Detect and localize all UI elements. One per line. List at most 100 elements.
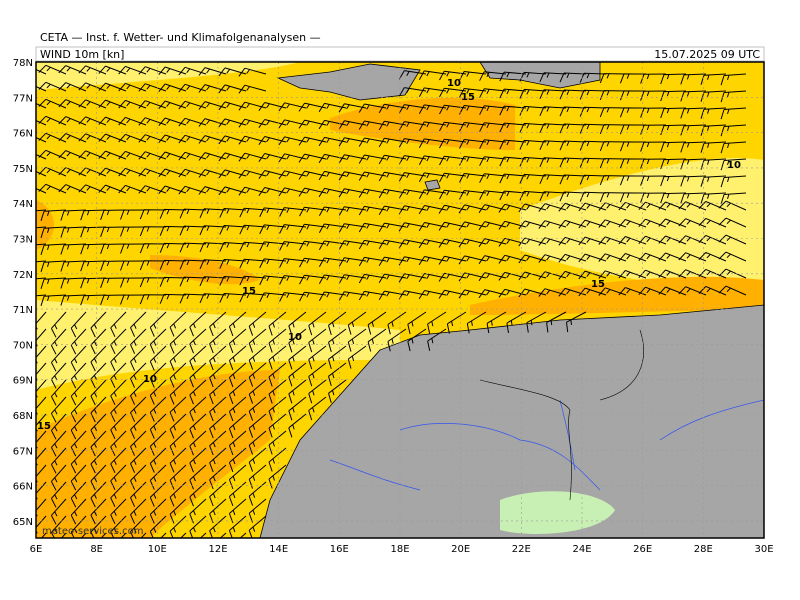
wind-barb: [36, 260, 47, 263]
wind-barb: [680, 124, 707, 136]
wind-barb: [189, 311, 207, 337]
wind-barb: [660, 175, 687, 187]
wind-barb: [90, 498, 107, 525]
wind-barb: [598, 287, 627, 296]
wind-barb: [367, 311, 387, 335]
wind-barb: [288, 311, 307, 336]
wind-barb: [418, 239, 447, 249]
wind-barb: [478, 255, 507, 265]
wind-barb: [138, 100, 167, 109]
wind-barb: [579, 140, 607, 151]
wind-barb: [58, 99, 87, 109]
wind-barb: [80, 226, 107, 238]
wind-barb: [458, 204, 487, 214]
wind-barb: [680, 107, 707, 119]
watermark: meteo-services.com: [42, 526, 143, 537]
wind-barb: [178, 185, 207, 195]
wind-barb: [158, 66, 187, 76]
wind-barb: [459, 88, 487, 98]
wind-barb: [599, 124, 627, 135]
wind-barb: [209, 498, 227, 524]
wind-barb: [418, 172, 447, 182]
wind-barb: [618, 253, 647, 262]
wind-barb: [459, 139, 487, 149]
contour-label: 15: [242, 286, 256, 297]
wind-barb: [98, 65, 127, 75]
wind-barb: [60, 532, 67, 538]
wind-barb: [599, 73, 627, 84]
wind-barb: [179, 242, 207, 253]
wind-barb: [439, 104, 467, 115]
wind-barb: [279, 224, 307, 234]
wind-barb: [486, 311, 507, 334]
wind-barb: [169, 413, 187, 439]
wind-barb: [539, 174, 567, 185]
wind-barb: [347, 345, 367, 369]
wind-barb: [546, 311, 567, 333]
wind-barb: [228, 498, 247, 524]
wind-barb: [139, 277, 167, 288]
wind-barb: [459, 190, 487, 200]
wind-barb: [347, 328, 367, 352]
wind-barb: [558, 236, 587, 246]
wind-barb: [218, 67, 247, 77]
wind-barb: [158, 185, 187, 195]
wind-barb: [130, 447, 147, 473]
wind-barb: [110, 515, 127, 538]
lat-label: 78N: [13, 58, 33, 69]
land-svalbard: [276, 63, 421, 101]
wind-barb: [619, 158, 647, 169]
wind-barb: [70, 447, 87, 474]
wind-barb: [660, 90, 687, 102]
wind-barb: [178, 168, 207, 178]
wind-barb: [178, 134, 207, 144]
wind-barb: [418, 273, 447, 283]
wind-barb: [158, 117, 187, 127]
wind-barb: [640, 124, 667, 135]
wind-barb: [189, 396, 207, 422]
lat-label: 67N: [13, 446, 33, 457]
wind-barb: [38, 183, 67, 194]
wind-barb: [438, 255, 467, 265]
wind-barb: [599, 175, 627, 186]
wind-barb: [78, 150, 107, 160]
wind-barb: [38, 81, 67, 92]
wind-barb: [439, 138, 467, 149]
wind-barb: [118, 167, 147, 177]
wind-barb: [599, 107, 627, 118]
borders: [479, 329, 644, 501]
wind-barb: [479, 105, 507, 115]
wind-barb: [279, 292, 307, 302]
wind-barb: [519, 122, 547, 133]
wind-barb: [308, 362, 327, 387]
wind-barb: [209, 447, 227, 473]
wind-barb: [218, 186, 247, 196]
wind-barb: [538, 237, 567, 246]
wind-barb: [149, 328, 167, 354]
wind-barb: [159, 259, 187, 270]
wind-barb: [110, 345, 127, 372]
wind-barb: [118, 116, 147, 126]
wind-barb: [499, 156, 527, 167]
wind-barb: [36, 170, 47, 177]
wind-barb: [279, 258, 307, 268]
wind-barb: [218, 169, 247, 179]
wind-barb: [479, 190, 507, 200]
wind-barb: [558, 202, 587, 212]
wind-barb: [459, 173, 487, 183]
wind-barb: [169, 345, 187, 371]
wind-barb: [279, 241, 307, 251]
wind-barb: [238, 169, 267, 179]
wind-barb: [446, 311, 467, 334]
wind-barb: [70, 311, 87, 338]
wind-barb: [198, 101, 227, 110]
wind-barb: [288, 396, 307, 421]
wind-barb: [538, 288, 567, 297]
wind-barb: [559, 106, 587, 117]
wind-barb: [189, 498, 207, 524]
wind-barb: [680, 192, 707, 204]
wind-barb: [38, 166, 67, 177]
wind-barb: [519, 156, 547, 167]
wind-barb: [78, 65, 107, 75]
